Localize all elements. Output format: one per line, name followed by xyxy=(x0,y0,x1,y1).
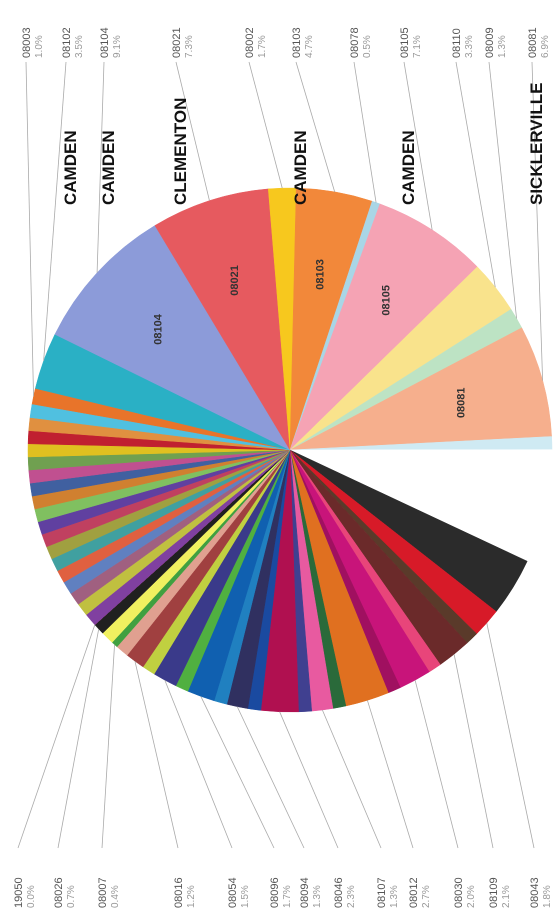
leader-line xyxy=(453,654,494,849)
value-label: 2.0% xyxy=(466,885,477,908)
leader-line xyxy=(353,61,377,203)
category-label: 08030 xyxy=(453,877,465,908)
leader-line xyxy=(455,61,496,288)
category-label: 08043 xyxy=(529,877,541,908)
value-label: 7.1% xyxy=(412,35,423,58)
leader-line xyxy=(200,696,275,849)
value-label: 1.8% xyxy=(542,885,553,908)
value-label: 3.5% xyxy=(74,35,85,58)
category-label: 08102 xyxy=(61,27,73,58)
category-label: 08096 xyxy=(269,877,281,908)
value-label: 1.5% xyxy=(240,885,251,908)
value-label: 1.7% xyxy=(257,35,268,58)
category-label: 08103 xyxy=(291,27,303,58)
value-label: 2.7% xyxy=(421,885,432,908)
leader-line xyxy=(367,700,414,849)
leader-line xyxy=(295,61,336,192)
leader-line xyxy=(25,61,34,397)
leader-line xyxy=(17,624,96,849)
leader-line xyxy=(486,622,535,849)
value-label: 0.7% xyxy=(66,885,77,908)
value-label: 7.3% xyxy=(184,35,195,58)
leader-line xyxy=(279,711,339,849)
category-label: 08110 xyxy=(451,28,463,58)
leader-line xyxy=(101,644,115,849)
value-label: 0.5% xyxy=(362,35,373,58)
leader-line xyxy=(164,680,233,849)
category-label: 08016 xyxy=(173,877,185,908)
category-label: 08021 xyxy=(171,27,183,58)
category-label: 08109 xyxy=(488,877,500,908)
slice-label: 08021 xyxy=(229,265,241,296)
value-label: 1.7% xyxy=(282,885,293,908)
category-label: 08026 xyxy=(53,877,65,908)
city-label: CAMDEN xyxy=(61,130,80,205)
leader-line xyxy=(236,706,305,849)
leader-line xyxy=(43,61,67,361)
slice-label: 08105 xyxy=(381,285,393,316)
pie-slice xyxy=(29,404,291,451)
leader-line xyxy=(414,680,459,849)
value-label: 3.3% xyxy=(464,35,475,58)
category-label: 08104 xyxy=(99,27,111,58)
category-label: 08003 xyxy=(21,27,33,58)
value-label: 0.4% xyxy=(110,885,121,908)
category-label: 08107 xyxy=(376,877,388,908)
category-label: 08094 xyxy=(299,877,311,908)
category-label: 19050 xyxy=(13,877,25,908)
city-label: SICKLERVILLE xyxy=(527,83,546,205)
leader-line xyxy=(134,661,179,849)
category-label: 08046 xyxy=(333,877,345,908)
city-label: CAMDEN xyxy=(291,130,310,205)
category-label: 08078 xyxy=(349,27,361,58)
value-label: 0.0% xyxy=(26,885,37,908)
category-label: 08054 xyxy=(227,877,239,908)
leader-line xyxy=(531,61,544,381)
leader-line xyxy=(488,61,517,319)
leader-line xyxy=(322,709,382,849)
slices xyxy=(27,187,553,713)
leader-line xyxy=(175,61,210,201)
leader-line xyxy=(403,61,433,230)
pie-slice xyxy=(289,327,552,451)
pie-slice xyxy=(289,203,478,451)
city-label: CLEMENTON xyxy=(171,98,190,205)
pie-slice xyxy=(154,188,291,451)
category-label: 08007 xyxy=(97,877,109,908)
leader-line xyxy=(57,628,100,849)
slice-label: 08104 xyxy=(153,313,165,344)
value-label: 1.3% xyxy=(389,885,400,908)
value-label: 1.3% xyxy=(312,885,323,908)
category-label: 08002 xyxy=(244,27,256,58)
category-label: 08012 xyxy=(408,877,420,908)
leader-line xyxy=(248,61,283,189)
slice-label: 08081 xyxy=(456,387,468,418)
value-label: 1.2% xyxy=(186,885,197,908)
value-label: 2.1% xyxy=(501,885,512,908)
value-label: 9.1% xyxy=(112,35,123,58)
category-label: 08081 xyxy=(527,27,539,58)
value-label: 1.0% xyxy=(34,35,45,58)
category-label: 08009 xyxy=(484,27,496,58)
city-label: CAMDEN xyxy=(399,130,418,205)
value-label: 4.7% xyxy=(304,35,315,58)
category-label: 08105 xyxy=(399,27,411,58)
leader-line xyxy=(96,61,105,273)
city-label: CAMDEN xyxy=(99,130,118,205)
pie-slice xyxy=(289,449,553,562)
value-label: 2.3% xyxy=(346,885,357,908)
slice-label: 08103 xyxy=(314,259,326,290)
value-label: 1.3% xyxy=(497,35,508,58)
value-label: 6.9% xyxy=(540,35,551,58)
